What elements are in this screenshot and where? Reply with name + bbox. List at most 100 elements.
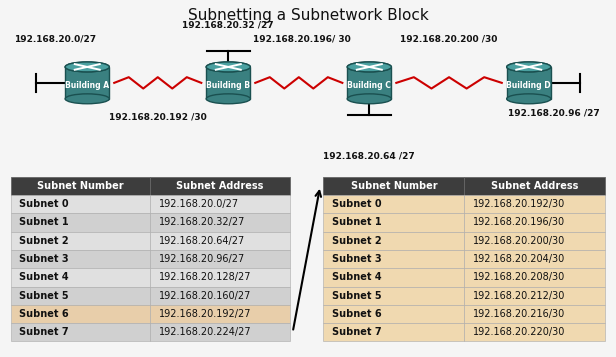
Bar [464,250,606,268]
Bar [464,268,606,287]
Bar [464,232,606,250]
FancyBboxPatch shape [65,67,109,99]
Text: 192.168.20.200 /30: 192.168.20.200 /30 [400,34,498,43]
Bar [323,195,464,213]
Text: 192.168.20.64/27: 192.168.20.64/27 [158,236,245,246]
Bar [10,305,150,323]
Text: 192.168.20.212/30: 192.168.20.212/30 [473,291,565,301]
Text: 192.168.20.192/27: 192.168.20.192/27 [158,309,251,319]
Ellipse shape [206,94,250,104]
Ellipse shape [206,62,250,72]
FancyBboxPatch shape [206,67,250,99]
Text: Subnet Address: Subnet Address [176,181,264,191]
Text: Subnet Address: Subnet Address [491,181,578,191]
Text: Subnet 3: Subnet 3 [19,254,68,264]
Bar [323,250,464,268]
Text: Subnetting a Subnetwork Block: Subnetting a Subnetwork Block [188,9,428,24]
Text: Subnet Number: Subnet Number [37,181,124,191]
Bar [10,287,150,305]
Text: 192.168.20.128/27: 192.168.20.128/27 [158,272,251,282]
Bar [10,213,150,232]
Text: 192.168.20.196/ 30: 192.168.20.196/ 30 [253,34,351,43]
Ellipse shape [507,94,551,104]
Bar [323,213,464,232]
Text: Subnet 4: Subnet 4 [332,272,381,282]
Text: 192.168.20.0/27: 192.168.20.0/27 [14,34,95,43]
Bar [323,268,464,287]
Ellipse shape [65,62,109,72]
Ellipse shape [347,62,391,72]
Text: 192.168.20.32/27: 192.168.20.32/27 [158,217,245,227]
Bar [464,287,606,305]
Text: Subnet 5: Subnet 5 [332,291,381,301]
Bar [10,195,150,213]
Bar [10,268,150,287]
Bar [150,213,290,232]
Text: Subnet 2: Subnet 2 [332,236,381,246]
Text: Subnet 0: Subnet 0 [332,199,381,209]
Text: Building C: Building C [347,81,391,90]
Text: Building B: Building B [206,81,250,90]
Text: Subnet 7: Subnet 7 [332,327,381,337]
Text: 192.168.20.0/27: 192.168.20.0/27 [158,199,238,209]
Bar [464,195,606,213]
Ellipse shape [347,94,391,104]
Text: Subnet 6: Subnet 6 [332,309,381,319]
Text: Subnet 3: Subnet 3 [332,254,381,264]
Bar [323,177,464,195]
Text: 192.168.20.96/27: 192.168.20.96/27 [158,254,245,264]
Text: 192.168.20.196/30: 192.168.20.196/30 [473,217,565,227]
Bar [150,177,290,195]
Ellipse shape [507,62,551,72]
Bar [10,323,150,341]
Text: 192.168.20.224/27: 192.168.20.224/27 [158,327,251,337]
Bar [323,323,464,341]
Bar [10,250,150,268]
Bar [464,323,606,341]
Text: 192.168.20.208/30: 192.168.20.208/30 [473,272,565,282]
Bar [10,232,150,250]
Bar [10,177,150,195]
Bar [150,323,290,341]
Ellipse shape [206,62,250,72]
Text: 192.168.20.220/30: 192.168.20.220/30 [473,327,565,337]
Text: Building A: Building A [65,81,109,90]
Bar [150,250,290,268]
Text: 192.168.20.216/30: 192.168.20.216/30 [473,309,565,319]
Bar [150,268,290,287]
Text: 192.168.20.32 /27: 192.168.20.32 /27 [182,21,274,30]
Text: 192.168.20.204/30: 192.168.20.204/30 [473,254,565,264]
Bar [150,232,290,250]
FancyBboxPatch shape [507,67,551,99]
Ellipse shape [65,62,109,72]
Text: 192.168.20.192 /30: 192.168.20.192 /30 [109,113,206,122]
Text: Subnet 1: Subnet 1 [19,217,68,227]
Text: 192.168.20.160/27: 192.168.20.160/27 [158,291,251,301]
Ellipse shape [507,62,551,72]
Bar [150,305,290,323]
Text: Subnet 7: Subnet 7 [19,327,68,337]
Bar [464,213,606,232]
Text: 192.168.20.200/30: 192.168.20.200/30 [473,236,565,246]
Text: 192.168.20.192/30: 192.168.20.192/30 [473,199,565,209]
Bar [323,305,464,323]
Text: Subnet 5: Subnet 5 [19,291,68,301]
Text: 192.168.20.64 /27: 192.168.20.64 /27 [323,152,415,161]
Text: Subnet 4: Subnet 4 [19,272,68,282]
Bar [150,287,290,305]
Bar [323,287,464,305]
Text: Building D: Building D [506,81,551,90]
Bar [464,305,606,323]
Bar [464,177,606,195]
Text: Subnet 1: Subnet 1 [332,217,381,227]
Ellipse shape [347,62,391,72]
Text: Subnet 0: Subnet 0 [19,199,68,209]
Bar [150,195,290,213]
Text: 192.168.20.96 /27: 192.168.20.96 /27 [508,109,599,117]
Text: Subnet 2: Subnet 2 [19,236,68,246]
FancyBboxPatch shape [347,67,391,99]
Text: Subnet Number: Subnet Number [351,181,437,191]
Ellipse shape [65,94,109,104]
Bar [323,232,464,250]
Text: Subnet 6: Subnet 6 [19,309,68,319]
